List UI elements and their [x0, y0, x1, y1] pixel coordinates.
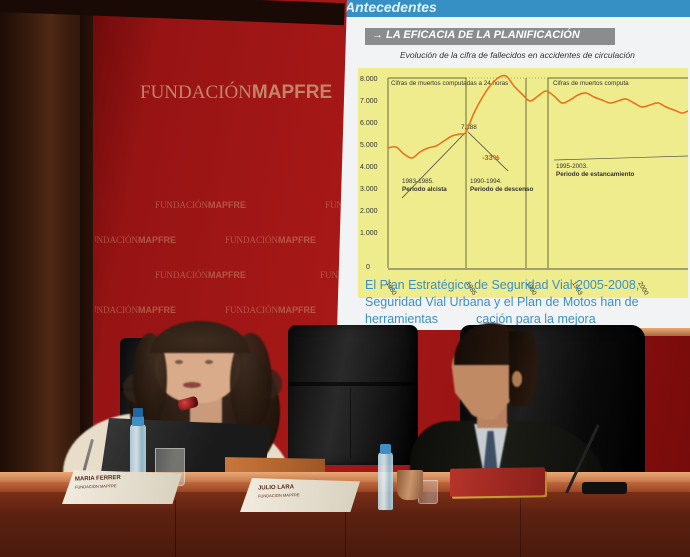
svg-text:8.000: 8.000 — [360, 76, 378, 83]
svg-text:5.000: 5.000 — [360, 142, 378, 149]
svg-text:1.000: 1.000 — [360, 230, 378, 237]
svg-text:Periodo alcista: Periodo alcista — [402, 186, 447, 193]
svg-text:Periodo de estancamiento: Periodo de estancamiento — [556, 171, 635, 178]
svg-text:Periodo de descenso: Periodo de descenso — [470, 186, 533, 193]
svg-text:6.000: 6.000 — [360, 120, 378, 127]
svg-text:Cifras de muertos computa: Cifras de muertos computa — [553, 80, 629, 87]
svg-text:4.000: 4.000 — [360, 164, 378, 171]
svg-text:7.000: 7.000 — [360, 98, 378, 105]
svg-text:0: 0 — [366, 264, 370, 271]
svg-text:1990-1994.: 1990-1994. — [470, 178, 502, 185]
svg-text:3.000: 3.000 — [360, 186, 378, 193]
svg-text:1995-2003.: 1995-2003. — [556, 163, 588, 170]
svg-text:-33%: -33% — [482, 153, 500, 162]
svg-text:2.000: 2.000 — [360, 208, 378, 215]
